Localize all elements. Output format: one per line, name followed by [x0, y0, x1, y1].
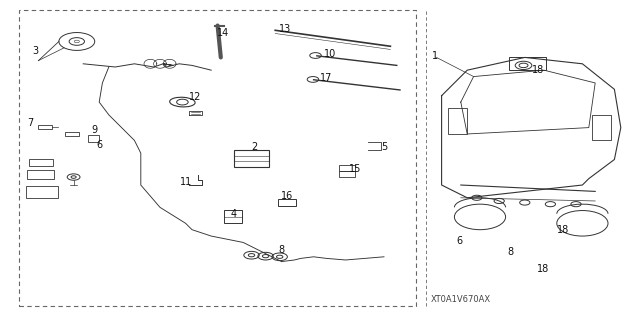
Bar: [88, 135, 99, 142]
Bar: [592, 115, 611, 140]
Text: 16: 16: [280, 191, 293, 201]
Text: 1: 1: [432, 51, 438, 61]
Text: 11: 11: [179, 177, 192, 188]
Text: 18: 18: [557, 225, 570, 235]
Text: 18: 18: [531, 64, 544, 75]
Bar: [38, 125, 52, 129]
Text: 8: 8: [508, 247, 514, 257]
Bar: [65, 132, 79, 136]
Text: 15: 15: [349, 164, 362, 174]
Bar: [26, 186, 58, 198]
Bar: [448, 108, 467, 134]
Bar: [27, 170, 54, 179]
Text: 5: 5: [381, 142, 387, 152]
Text: 6: 6: [96, 140, 102, 150]
Bar: [29, 159, 53, 166]
Bar: [339, 165, 355, 171]
Bar: [278, 199, 296, 206]
Text: 3: 3: [32, 46, 38, 56]
Text: XT0A1V670AX: XT0A1V670AX: [431, 295, 491, 304]
Text: 14: 14: [216, 28, 229, 39]
Text: 12: 12: [189, 92, 202, 102]
Text: 18: 18: [536, 263, 549, 274]
Text: 4: 4: [230, 209, 237, 219]
Text: 2: 2: [251, 142, 257, 152]
Text: 9: 9: [92, 125, 98, 135]
Text: 17: 17: [320, 73, 333, 83]
Text: 7: 7: [28, 118, 34, 128]
Bar: [224, 210, 242, 223]
Text: 8: 8: [278, 245, 285, 256]
Text: 10: 10: [323, 48, 336, 59]
Text: 6: 6: [456, 236, 463, 246]
Text: 13: 13: [278, 24, 291, 34]
Bar: [339, 171, 355, 177]
